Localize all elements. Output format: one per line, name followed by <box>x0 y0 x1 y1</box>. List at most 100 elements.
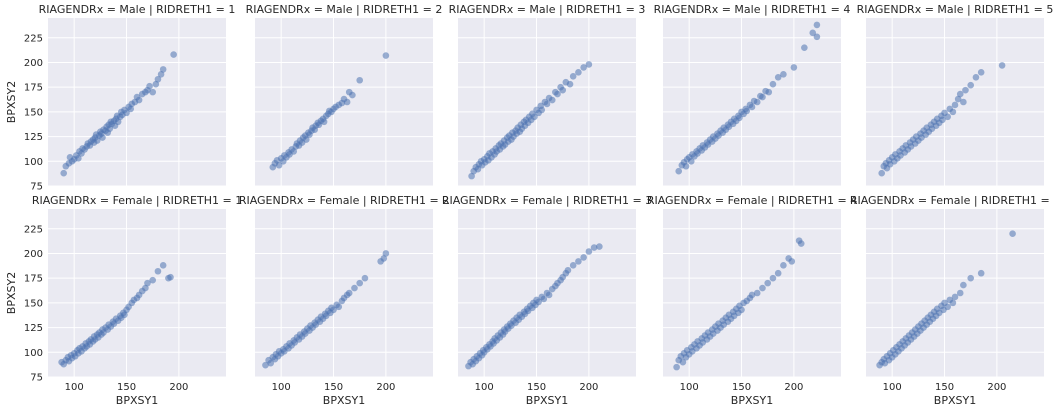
y-tick-label: 150 <box>24 107 43 118</box>
panel-title: RIAGENDRx = Female | RIDRETH1 = 4 <box>647 194 857 207</box>
scatter-point <box>559 86 567 94</box>
scatter-point <box>954 95 962 103</box>
scatter-point <box>144 279 151 287</box>
scatter-point <box>753 289 761 297</box>
y-tick-label: 175 <box>24 83 43 94</box>
scatter-point <box>813 33 821 41</box>
scatter-point <box>382 52 390 59</box>
scatter-point <box>382 250 390 257</box>
scatter-point <box>154 267 162 275</box>
scatter-point <box>146 82 153 90</box>
scatter-point <box>580 64 587 71</box>
scatter-point <box>977 69 985 76</box>
scatter-point <box>949 108 957 116</box>
x-tick-label: 200 <box>376 382 395 393</box>
x-tick-label: 100 <box>883 382 902 393</box>
scatter-point <box>774 269 782 277</box>
scatter-point <box>759 93 766 101</box>
y-axis-label: BPXSY2 <box>5 81 18 123</box>
x-tick-label: 100 <box>272 382 291 393</box>
panel-title: RIAGENDRx = Female | RIDRETH1 = 5 <box>850 194 1054 207</box>
x-tick-label: 200 <box>784 382 803 393</box>
y-tick-label: 225 <box>24 33 43 44</box>
facet-panel: RIAGENDRx = Male | RIDRETH1 = 3 <box>449 3 646 187</box>
scatter-point <box>343 98 351 106</box>
scatter-point <box>157 71 165 78</box>
scatter-point <box>585 61 593 68</box>
x-axis-label: BPXSY1 <box>116 394 158 407</box>
scatter-point <box>780 71 787 78</box>
scatter-point <box>687 157 695 165</box>
scatter-point <box>769 274 777 282</box>
scatter-point <box>361 274 369 282</box>
scatter-point <box>769 80 777 88</box>
scatter-point <box>538 106 546 114</box>
scatter-point <box>569 73 577 80</box>
scatter-point <box>535 298 542 306</box>
x-tick-label: 200 <box>169 382 188 393</box>
scatter-point <box>351 284 358 292</box>
y-tick-label: 225 <box>24 224 43 235</box>
scatter-point <box>679 358 687 366</box>
scatter-point <box>142 284 149 292</box>
scatter-point <box>1009 230 1016 238</box>
scatter-point <box>967 81 975 89</box>
panel-title: RIAGENDRx = Female | RIDRETH1 = 1 <box>32 194 242 207</box>
x-tick-label: 100 <box>475 382 494 393</box>
scatter-point <box>765 88 773 96</box>
scatter-point <box>956 289 964 297</box>
scatter-point <box>114 118 122 126</box>
x-axis-label: BPXSY1 <box>731 394 773 407</box>
scatter-point <box>596 243 603 250</box>
y-tick-label: 75 <box>30 373 43 384</box>
scatter-point <box>121 311 128 319</box>
scatter-point <box>320 118 328 126</box>
scatter-point <box>106 125 114 132</box>
scatter-point <box>127 105 135 113</box>
scatter-point <box>335 303 343 311</box>
x-tick-label: 100 <box>65 382 84 393</box>
scatter-point <box>167 273 174 281</box>
x-axis-label: BPXSY1 <box>526 394 568 407</box>
scatter-point <box>159 66 167 73</box>
y-tick-label: 175 <box>24 274 43 285</box>
facet-panel: RIAGENDRx = Male | RIDRETH1 = 4 <box>654 3 850 187</box>
scatter-point <box>972 73 980 81</box>
scatter-point <box>575 258 582 265</box>
scatter-point <box>468 172 475 180</box>
x-tick-label: 100 <box>680 382 699 393</box>
scatter-point <box>93 137 101 144</box>
scatter-point <box>774 73 782 81</box>
scatter-point <box>673 363 680 371</box>
scatter-point <box>944 113 951 121</box>
scatter-point <box>566 80 574 88</box>
scatter-point <box>944 303 951 311</box>
x-tick-label: 200 <box>579 382 598 393</box>
scatter-point <box>349 91 356 99</box>
scatter-point <box>753 98 761 106</box>
scatter-point <box>801 44 808 51</box>
scatter-point <box>748 103 756 111</box>
scatter-point <box>960 98 967 106</box>
x-axis-label: BPXSY1 <box>323 394 365 407</box>
scatter-point <box>575 69 582 76</box>
scatter-point <box>262 361 269 369</box>
facet-panel: RIAGENDRx = Female | RIDRETH1 = 3 100 150 2… <box>442 194 652 407</box>
facet-panel: RIAGENDRx = Male | RIDRETH1 = 2 <box>246 3 442 187</box>
scatter-point <box>99 134 106 141</box>
scatter-point <box>545 291 553 299</box>
scatter-point <box>743 107 751 115</box>
y-axis-label: BPXSY2 <box>5 272 18 314</box>
scatter-point <box>267 359 275 367</box>
scatter-point <box>554 90 561 98</box>
scatter-point <box>330 306 337 314</box>
panel-title: RIAGENDRx = Male | RIDRETH1 = 3 <box>449 3 646 16</box>
panels-layer: RIAGENDRx = Male | RIDRETH1 = 1 75 100 125 1… <box>5 3 1054 407</box>
panel-title: RIAGENDRx = Female | RIDRETH1 = 2 <box>239 194 449 207</box>
scatter-point <box>949 299 957 307</box>
scatter-point <box>474 165 482 173</box>
scatter-point <box>960 281 967 289</box>
scatter-point <box>531 113 538 121</box>
scatter-point <box>977 269 985 277</box>
x-axis-label: BPXSY1 <box>934 394 976 407</box>
